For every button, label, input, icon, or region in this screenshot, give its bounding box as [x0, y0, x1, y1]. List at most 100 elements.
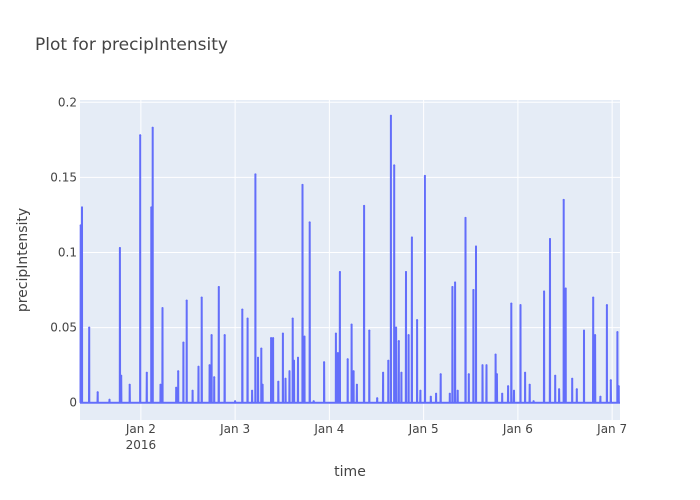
- data-point: [185, 299, 188, 302]
- data-point: [467, 373, 470, 376]
- data-point: [303, 335, 306, 338]
- data-point: [281, 332, 284, 335]
- y-tick-label: 0.2: [58, 95, 77, 109]
- data-point: [501, 392, 504, 395]
- data-point: [382, 371, 385, 374]
- data-point: [234, 400, 237, 403]
- data-point: [88, 326, 91, 329]
- data-point: [213, 376, 216, 379]
- data-point: [575, 388, 578, 391]
- data-point: [308, 221, 311, 224]
- data-point: [334, 332, 337, 335]
- data-point: [507, 385, 510, 388]
- data-point: [435, 392, 438, 395]
- data-point: [128, 383, 131, 386]
- data-point: [451, 286, 454, 288]
- data-point: [389, 114, 392, 117]
- data-point: [594, 334, 597, 337]
- data-point: [495, 373, 498, 376]
- y-axis-ticks: 0 0.05 0.1 0.15 0.2: [50, 95, 77, 409]
- x-tick-label: Jan 3: [219, 422, 250, 436]
- y-tick-label: 0.15: [50, 170, 77, 184]
- data-point: [241, 308, 244, 311]
- data-point: [407, 334, 410, 337]
- data-point: [532, 400, 535, 403]
- y-axis-title: precipIntensity: [15, 208, 31, 312]
- data-point: [254, 173, 257, 176]
- data-point: [79, 224, 82, 227]
- data-point: [177, 370, 180, 373]
- x-tick-label: Jan 6: [502, 422, 533, 436]
- data-point: [118, 247, 121, 249]
- data-point: [524, 371, 527, 374]
- data-point: [395, 326, 398, 329]
- data-point: [592, 296, 595, 299]
- data-point: [251, 389, 254, 392]
- data-point: [481, 364, 484, 367]
- data-point: [312, 400, 315, 403]
- data-point: [416, 319, 419, 322]
- data-point: [475, 245, 477, 248]
- data-point: [284, 377, 287, 380]
- data-point: [293, 359, 295, 362]
- data-point: [297, 356, 299, 359]
- data-point: [270, 337, 273, 340]
- data-point: [200, 296, 203, 299]
- data-point: [161, 307, 164, 310]
- data-point: [368, 329, 371, 332]
- data-point: [291, 317, 294, 320]
- data-point: [609, 379, 612, 382]
- data-point: [583, 329, 585, 332]
- data-point: [139, 134, 142, 137]
- x-tick-label: Jan 5: [408, 422, 439, 436]
- data-point: [562, 198, 565, 201]
- data-point: [448, 392, 451, 395]
- data-point: [346, 358, 349, 361]
- x-tick-label: Jan 4: [313, 422, 344, 436]
- data-point: [301, 183, 304, 186]
- x-axis-title: time: [334, 464, 366, 480]
- data-point: [571, 377, 574, 380]
- y-tick-label: 0.1: [58, 245, 77, 259]
- data-point: [336, 352, 339, 355]
- data-point: [410, 236, 413, 239]
- data-point: [519, 304, 522, 307]
- x-tick-label: Jan 7: [596, 422, 627, 436]
- chart-title: Plot for precipIntensity: [35, 35, 228, 55]
- data-point: [120, 374, 123, 377]
- data-point: [182, 341, 185, 344]
- data-point: [363, 204, 366, 207]
- data-point: [419, 389, 422, 392]
- data-point: [288, 370, 291, 373]
- x-tick-label: Jan 2: [125, 422, 156, 436]
- plot-area: [80, 100, 620, 420]
- data-point: [510, 302, 513, 305]
- data-point: [528, 383, 531, 386]
- data-point: [494, 353, 497, 356]
- data-point: [159, 383, 162, 386]
- data-point: [599, 395, 602, 398]
- data-point: [616, 331, 619, 334]
- data-point: [558, 388, 561, 391]
- data-point: [393, 164, 396, 167]
- data-point: [454, 281, 457, 284]
- data-point: [151, 126, 154, 129]
- data-point: [549, 238, 551, 240]
- data-point: [472, 289, 475, 291]
- data-point: [246, 317, 249, 320]
- data-point: [323, 361, 326, 364]
- data-point: [439, 373, 442, 376]
- data-point: [208, 364, 211, 367]
- data-point: [338, 271, 341, 273]
- data-series: [79, 114, 620, 404]
- data-point: [400, 371, 403, 374]
- data-point: [81, 206, 83, 209]
- data-point: [605, 304, 608, 307]
- data-point: [464, 216, 467, 219]
- data-point: [564, 287, 567, 290]
- data-point: [350, 323, 353, 326]
- data-point: [150, 206, 153, 209]
- data-point: [257, 356, 259, 359]
- data-point: [554, 374, 557, 377]
- data-point: [352, 370, 355, 373]
